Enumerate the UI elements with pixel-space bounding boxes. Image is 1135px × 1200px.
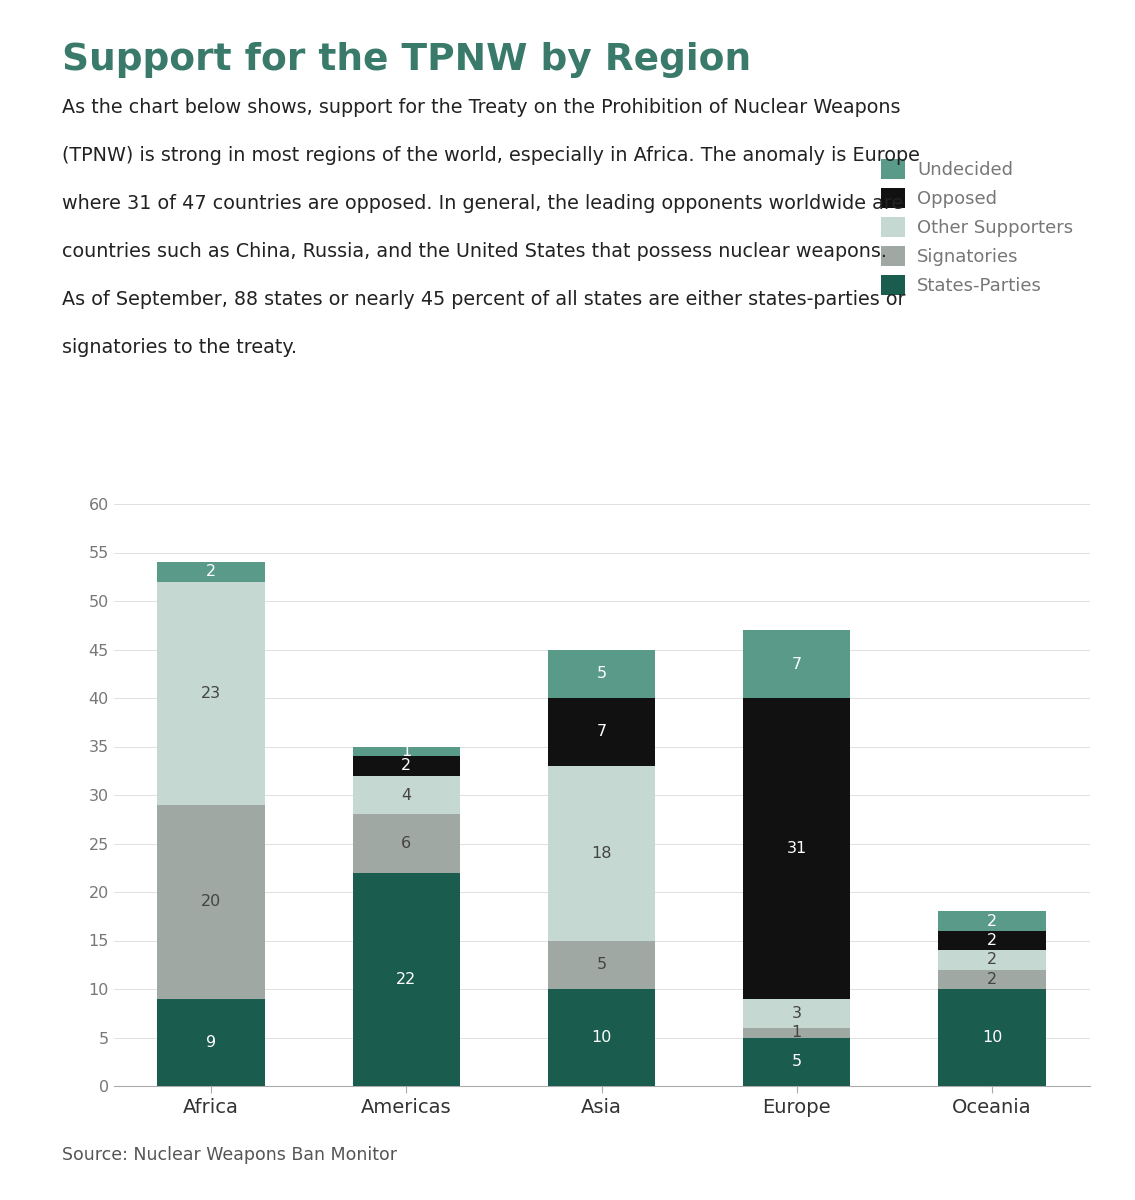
Text: 2: 2 — [402, 758, 411, 774]
Bar — [743, 998, 850, 1027]
Text: 7: 7 — [792, 656, 801, 672]
Text: 10: 10 — [591, 1030, 612, 1045]
Bar — [353, 815, 460, 872]
Text: 4: 4 — [402, 787, 411, 803]
Bar — [353, 756, 460, 775]
Bar — [939, 970, 1045, 989]
Bar — [743, 630, 850, 698]
Bar — [158, 805, 264, 998]
Text: As the chart below shows, support for the Treaty on the Prohibition of Nuclear W: As the chart below shows, support for th… — [62, 98, 901, 118]
Text: countries such as China, Russia, and the United States that possess nuclear weap: countries such as China, Russia, and the… — [62, 242, 888, 262]
Text: 23: 23 — [201, 685, 221, 701]
Text: signatories to the treaty.: signatories to the treaty. — [62, 338, 297, 358]
Bar — [158, 582, 264, 805]
Bar — [548, 766, 655, 941]
Bar — [548, 941, 655, 989]
Bar — [158, 998, 264, 1086]
Bar — [353, 872, 460, 1086]
Text: 31: 31 — [787, 841, 807, 856]
Bar — [939, 912, 1045, 931]
Text: 18: 18 — [591, 846, 612, 860]
Text: 2: 2 — [987, 953, 997, 967]
Text: 5: 5 — [792, 1055, 801, 1069]
Bar — [939, 931, 1045, 950]
Bar — [548, 649, 655, 698]
Text: where 31 of 47 countries are opposed. In general, the leading opponents worldwid: where 31 of 47 countries are opposed. In… — [62, 194, 903, 214]
Bar — [548, 989, 655, 1086]
Text: As of September, 88 states or nearly 45 percent of all states are either states-: As of September, 88 states or nearly 45 … — [62, 290, 906, 310]
Text: 22: 22 — [396, 972, 417, 986]
Text: 5: 5 — [597, 958, 606, 972]
Text: 7: 7 — [597, 725, 606, 739]
Bar — [548, 698, 655, 766]
Legend: Undecided, Opposed, Other Supporters, Signatories, States-Parties: Undecided, Opposed, Other Supporters, Si… — [874, 152, 1081, 302]
Text: 2: 2 — [987, 934, 997, 948]
Bar — [743, 1027, 850, 1038]
Bar — [353, 746, 460, 756]
Bar — [939, 989, 1045, 1086]
Text: (TPNW) is strong in most regions of the world, especially in Africa. The anomaly: (TPNW) is strong in most regions of the … — [62, 146, 920, 166]
Text: 1: 1 — [791, 1025, 802, 1040]
Text: 3: 3 — [792, 1006, 801, 1021]
Text: 2: 2 — [987, 913, 997, 929]
Text: 2: 2 — [207, 564, 216, 580]
Text: Support for the TPNW by Region: Support for the TPNW by Region — [62, 42, 751, 78]
Text: 1: 1 — [401, 744, 412, 758]
Text: 20: 20 — [201, 894, 221, 910]
Bar — [353, 775, 460, 815]
Text: Source: Nuclear Weapons Ban Monitor: Source: Nuclear Weapons Ban Monitor — [62, 1146, 397, 1164]
Text: 2: 2 — [987, 972, 997, 986]
Text: 6: 6 — [402, 836, 411, 851]
Bar — [743, 698, 850, 998]
Bar — [939, 950, 1045, 970]
Text: 9: 9 — [207, 1034, 216, 1050]
Text: 10: 10 — [982, 1030, 1002, 1045]
Text: 5: 5 — [597, 666, 606, 682]
Bar — [743, 1038, 850, 1086]
Bar — [158, 562, 264, 582]
